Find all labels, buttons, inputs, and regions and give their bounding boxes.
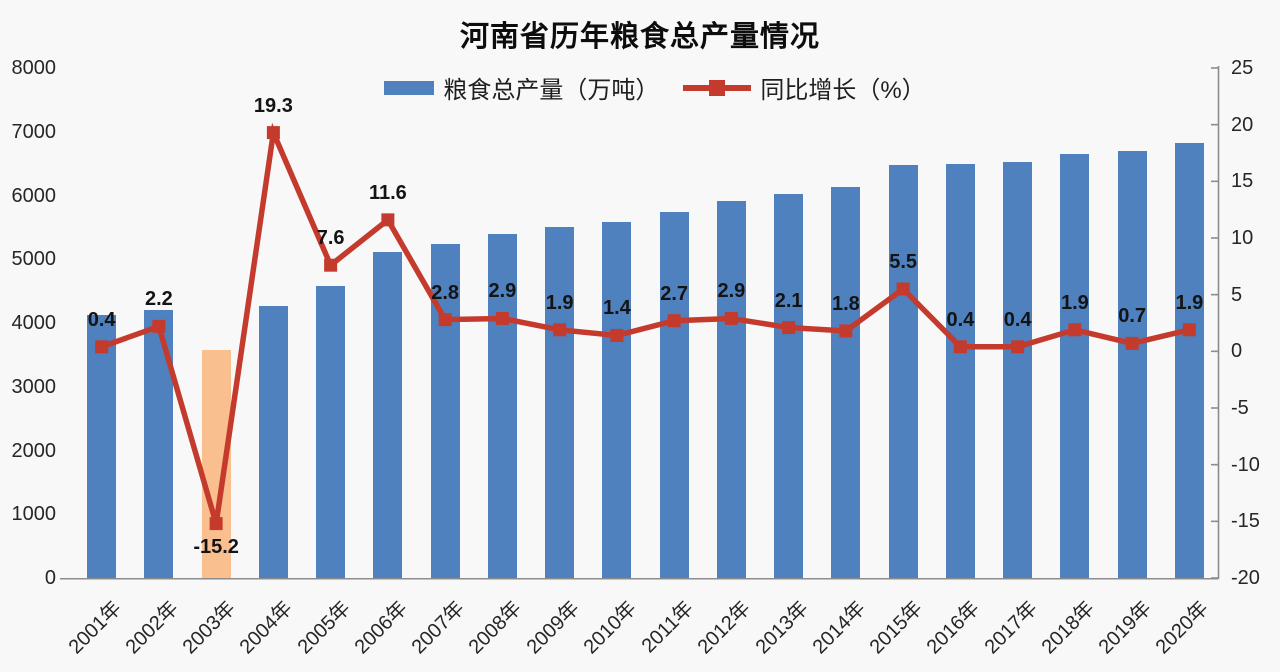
line-marker-2018年 xyxy=(1068,323,1082,337)
bar-2009年 xyxy=(545,226,575,578)
data-label-2019年: 0.7 xyxy=(1118,305,1147,328)
data-label-2020年: 1.9 xyxy=(1175,291,1204,314)
y-axis-right-tick-label: -15 xyxy=(1231,510,1260,533)
data-label-2003年: -15.2 xyxy=(193,535,239,558)
line-marker-2012年 xyxy=(724,311,738,325)
bar-2017年 xyxy=(1003,161,1033,578)
data-label-2004年: 19.3 xyxy=(253,94,293,117)
line-marker-2008年 xyxy=(495,311,509,325)
y-axis-left-tick-label: 7000 xyxy=(11,120,57,143)
y-axis-right-tick-label: 20 xyxy=(1231,113,1254,136)
line-marker-2010年 xyxy=(610,328,624,342)
data-label-2008年: 2.9 xyxy=(488,280,517,303)
y-axis-right-tick-label: 25 xyxy=(1231,57,1254,79)
y-axis-right-tick-label: -20 xyxy=(1231,567,1260,589)
y-axis-left-tick-label: 8000 xyxy=(11,57,57,79)
y-axis-left-tick-label: 4000 xyxy=(11,312,57,334)
line-marker-2020年 xyxy=(1182,323,1196,337)
data-label-2007年: 2.8 xyxy=(431,281,460,304)
bar-swatch-icon xyxy=(384,80,435,95)
data-label-2017年: 0.4 xyxy=(1003,308,1032,331)
y-axis-left-tick-label: 6000 xyxy=(11,184,57,207)
data-label-2011年: 2.7 xyxy=(660,282,689,305)
line-marker-2014年 xyxy=(839,324,853,338)
line-marker-2007年 xyxy=(438,313,452,327)
y-axis-right-tick-label: -10 xyxy=(1231,453,1260,476)
bar-2011年 xyxy=(659,212,689,578)
y-axis-left-tick-label: 2000 xyxy=(11,439,57,462)
y-axis-left-tick-label: 3000 xyxy=(11,375,57,398)
line-marker-2001年 xyxy=(95,340,109,354)
bar-2015年 xyxy=(888,164,918,578)
y-axis-left-tick-label: 5000 xyxy=(11,248,57,271)
line-marker-2016年 xyxy=(953,340,967,354)
line-marker-2005年 xyxy=(324,258,338,272)
legend: 粮食总产量（万吨） 同比增长（%） xyxy=(30,70,1280,105)
bar-2010年 xyxy=(602,221,632,578)
line-marker-2019年 xyxy=(1125,336,1139,350)
legend-item-production: 粮食总产量（万吨） xyxy=(384,70,659,105)
bar-2013年 xyxy=(774,193,804,578)
line-marker-2009年 xyxy=(553,323,567,337)
line-swatch-marker xyxy=(709,79,726,96)
bar-2006年 xyxy=(373,252,403,578)
data-label-2016年: 0.4 xyxy=(946,308,975,331)
data-label-2006年: 11.6 xyxy=(368,181,407,204)
line-marker-2002年 xyxy=(152,319,166,333)
chart-title: 河南省历年粮食总产量情况 xyxy=(459,21,820,53)
bar-2014年 xyxy=(831,186,861,578)
y-axis-right-tick-label: 5 xyxy=(1231,283,1243,306)
y-axis-right-tick-label: 0 xyxy=(1231,340,1243,363)
bar-2001年 xyxy=(87,315,117,578)
bar-2020年 xyxy=(1174,142,1204,578)
line-marker-2006年 xyxy=(381,213,395,227)
data-label-2018年: 1.9 xyxy=(1060,291,1089,314)
bar-2016年 xyxy=(945,163,975,578)
legend-label-production: 粮食总产量（万吨） xyxy=(443,77,660,104)
data-label-2001年: 0.4 xyxy=(87,308,116,331)
data-label-2014年: 1.8 xyxy=(831,292,860,315)
data-label-2009年: 1.9 xyxy=(545,291,574,314)
line-marker-2015年 xyxy=(896,282,910,296)
line-marker-2003年 xyxy=(209,517,223,531)
y-axis-left-tick-label: 1000 xyxy=(11,503,57,526)
data-label-2010年: 1.4 xyxy=(602,297,631,320)
line-marker-2013年 xyxy=(782,321,796,335)
bar-2005年 xyxy=(316,285,346,578)
line-marker-2011年 xyxy=(667,314,681,328)
line-square-swatch-icon xyxy=(683,79,752,96)
data-label-2013年: 2.1 xyxy=(774,289,803,312)
legend-label-growth: 同比增长（%） xyxy=(760,77,926,104)
line-marker-2017年 xyxy=(1011,340,1025,354)
bar-2019年 xyxy=(1117,150,1147,578)
legend-item-growth: 同比增长（%） xyxy=(683,70,926,105)
data-label-2015年: 5.5 xyxy=(889,251,918,273)
y-axis-right-tick-label: 15 xyxy=(1231,170,1254,193)
bar-2008年 xyxy=(487,233,517,578)
y-axis-left-tick-label: 0 xyxy=(44,567,56,589)
bar-2012年 xyxy=(716,201,746,578)
y-axis-right-tick-label: 10 xyxy=(1231,227,1254,249)
y-axis-right-tick-label: -5 xyxy=(1231,397,1249,419)
bar-2018年 xyxy=(1060,154,1090,578)
data-label-2002年: 2.2 xyxy=(144,288,173,311)
data-label-2012年: 2.9 xyxy=(717,280,746,303)
bar-2004年 xyxy=(258,306,288,578)
data-label-2005年: 7.6 xyxy=(316,227,345,250)
growth-line xyxy=(100,122,1191,525)
line-marker-2004年 xyxy=(266,126,280,140)
